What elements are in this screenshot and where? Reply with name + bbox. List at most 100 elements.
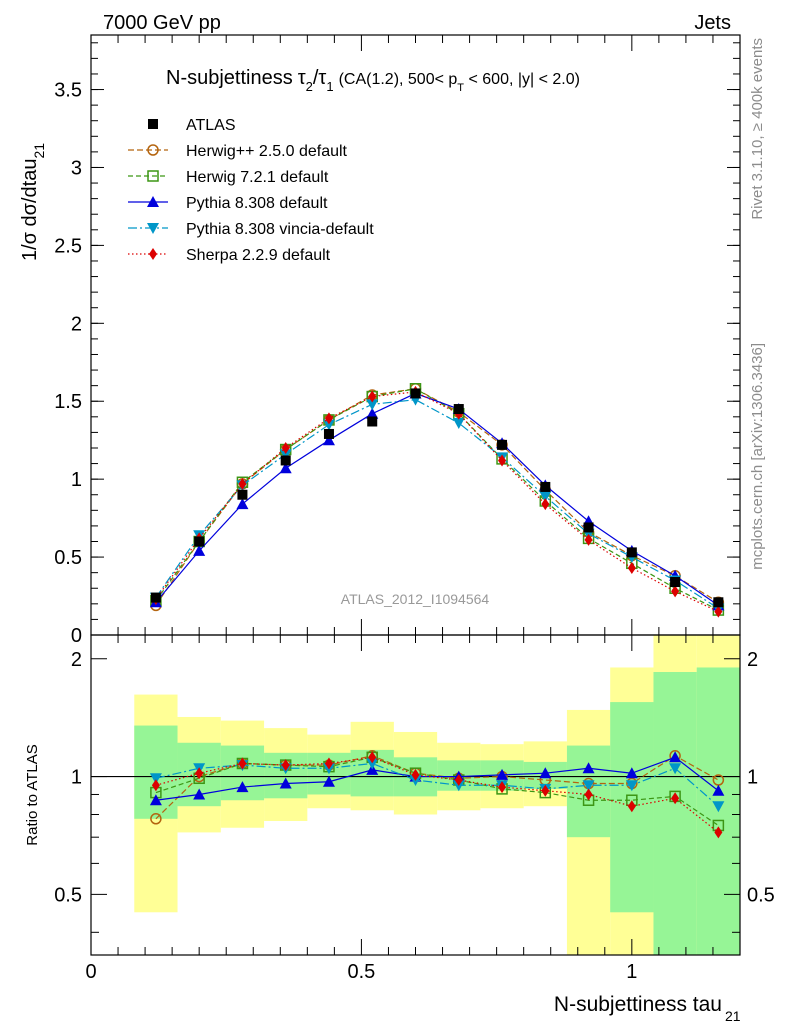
y-tick-label: 2.5 [54,235,82,257]
legend-marker [149,248,157,260]
ratio-point [238,757,247,770]
series-point [366,399,379,411]
main-ylabel-text: 1/σ dσ/dtau [19,159,41,262]
ratio-point [281,759,290,772]
legend: ATLAS Herwig++ 2.5.0 default Herwig 7.2.1 … [128,117,374,264]
xlabel-sub: 21 [725,1008,741,1024]
series-point [498,454,507,467]
series-point [193,544,206,556]
series-point [452,418,465,430]
ratio-point [582,762,595,774]
y-tick-label: 1.5 [54,391,82,413]
ratio-point [498,781,507,794]
legend-marker [148,119,158,129]
atlas-data-point [540,481,551,492]
series-point [281,441,290,454]
legend-entry: Pythia 8.308 vincia-default [128,221,374,238]
series-point [366,407,379,419]
green-band-bin [653,672,697,955]
legend-label: Sherpa 2.2.9 default [186,247,331,264]
series-point [322,419,335,431]
series-point [539,491,552,503]
series-point [324,412,333,425]
ratio-point [669,751,682,763]
series-line [155,392,719,606]
legend-entry: Sherpa 2.2.9 default [128,247,331,264]
legend-entry: Pythia 8.308 default [128,195,328,212]
atlas-data-point [150,592,161,603]
legend-marker [147,223,159,234]
ratio-tick-label: 2 [747,649,758,671]
ratio-point [669,763,682,775]
atlas-data-point [280,455,291,466]
series-point [236,498,249,510]
ratio-point [712,801,725,813]
series-point [671,585,680,598]
series-point [627,561,636,574]
ratio-point [324,757,333,770]
ratio-point [582,780,595,792]
ratio-series-layer [149,750,725,839]
x-tick-label: 0 [85,961,96,983]
atlas-data-point [237,489,248,500]
legend-label: ATLAS [186,117,236,134]
legend-entry: ATLAS [148,117,236,134]
ratio-point [368,751,377,764]
plot-title: N-subjettiness τ2/τ1 (CA(1.2), 500< pT < 6… [166,67,580,94]
ratio-tick-label: 2 [71,649,82,671]
ratio-point [539,767,552,779]
ratio-point [279,777,292,789]
series-line [155,399,719,610]
atlas-data-point [453,404,464,415]
ratio-point [149,794,162,806]
ratio-ylabel: Ratio to ATLAS [24,744,41,845]
source-label: mcplots.cern.ch [arXiv:1306.3436] [749,343,766,570]
y-tick-label: 0 [71,625,82,647]
analysis-watermark: ATLAS_2012_I1094564 [341,591,490,607]
legend-label: Pythia 8.308 vincia-default [186,221,374,238]
ratio-point [195,767,204,780]
series-point [584,533,593,546]
main-series-layer [149,383,725,618]
svg-text:1/σ dσ/dtau21: 1/σ dσ/dtau21 [19,143,47,261]
series-point [368,390,377,403]
legend-entry: Herwig 7.2.1 default [128,169,329,186]
series-point [238,477,247,490]
atlas-data-point [670,577,681,588]
ratio-point [627,800,636,813]
atlas-data-point [367,416,378,427]
ratio-point [454,773,463,786]
y-tick-label: 2 [71,313,82,335]
ratio-point [150,813,162,825]
header-right-label: Jets [694,12,731,34]
legend-label: Pythia 8.308 default [186,195,328,212]
legend-marker [147,144,159,156]
ratio-point [584,788,593,801]
ratio-point [366,758,379,770]
ratio-point [151,779,160,792]
uncertainty-bands [91,635,740,955]
atlas-data-point [410,388,421,399]
legend-marker [147,196,159,207]
series-point [322,434,335,446]
series-line [155,391,719,613]
x-tick-label: 0.5 [348,961,376,983]
y-tick-label: 3 [71,157,82,179]
atlas-data-point [194,536,205,547]
axes: 0 0.5 1 1.5 2 2.5 3 3.5 0 0.5 1 0.5 0.5 1 1 2 2 [54,34,775,983]
atlas-data-point [626,547,637,558]
atlas-data-point [713,597,724,608]
ratio-tick-label: 1 [747,767,758,789]
y-tick-label: 0.5 [54,547,82,569]
ratio-point [411,768,420,781]
x-tick-label: 1 [626,961,637,983]
series-point [279,449,292,461]
ratio-line [155,756,719,833]
xlabel: N-subjettiness tau [554,993,722,1016]
legend-marker [147,170,159,182]
ratio-point [714,826,723,839]
legend-label: Herwig++ 2.5.0 default [186,143,348,160]
rivet-label: Rivet 3.1.10, ≥ 400k events [749,38,766,220]
y-tick-label: 3.5 [54,80,82,102]
